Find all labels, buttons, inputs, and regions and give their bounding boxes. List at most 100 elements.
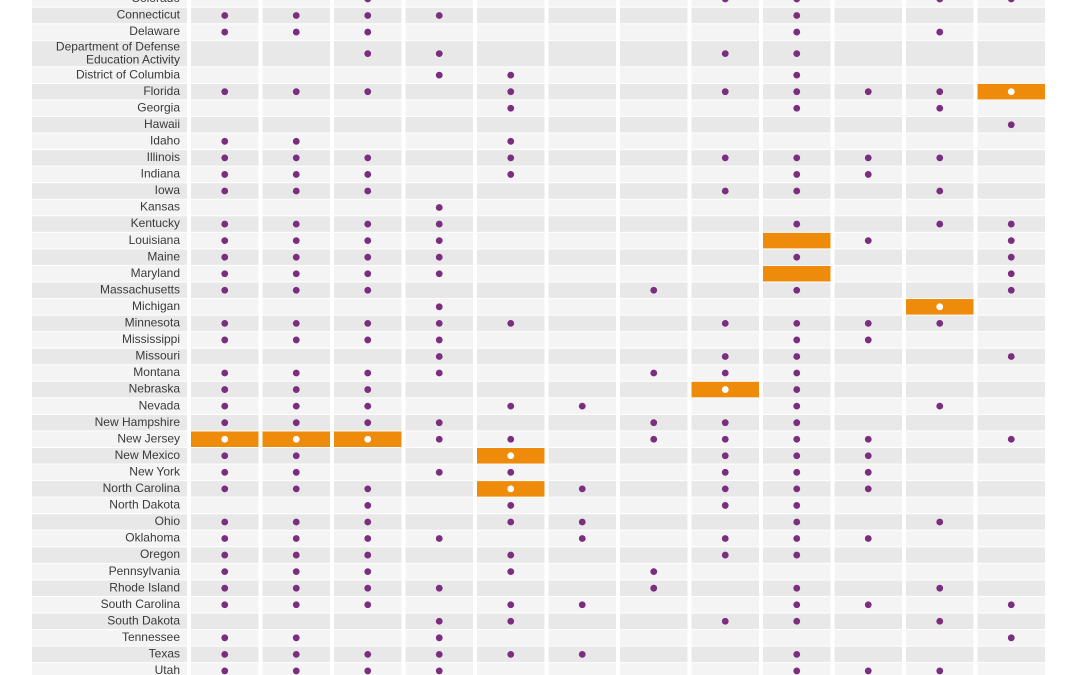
- cell: [334, 199, 402, 216]
- dot: [793, 502, 801, 509]
- dot: [721, 319, 729, 327]
- cell: [620, 646, 688, 663]
- dot: [793, 369, 801, 377]
- dot: [507, 452, 515, 460]
- cell: [548, 0, 616, 7]
- dot: [578, 650, 586, 658]
- dot: [435, 319, 443, 327]
- cell: [405, 117, 473, 133]
- row-label-cell: [32, 514, 187, 530]
- cell: [262, 100, 330, 116]
- cell: [477, 265, 545, 282]
- row-label: Colorado: [131, 0, 180, 5]
- cell: [977, 481, 1045, 497]
- dot: [435, 435, 443, 443]
- dot: [936, 518, 944, 526]
- cell: [334, 630, 402, 646]
- dot: [864, 237, 872, 245]
- dot: [292, 402, 300, 410]
- cell: [763, 133, 831, 150]
- cell: [834, 630, 902, 646]
- dot: [793, 71, 801, 79]
- dot: [435, 617, 443, 625]
- dot: [292, 667, 300, 675]
- row-label-cell: [32, 464, 187, 481]
- cell: [620, 133, 688, 150]
- dot: [221, 601, 229, 609]
- dot: [292, 270, 300, 278]
- dot: [292, 154, 300, 162]
- dot: [793, 286, 801, 294]
- dot: [507, 468, 515, 476]
- dot: [507, 518, 515, 526]
- dot: [936, 88, 944, 96]
- cell: [763, 630, 831, 646]
- dot: [435, 468, 443, 476]
- row-label-cell: [32, 613, 187, 630]
- cell: [620, 348, 688, 365]
- cell: [405, 547, 473, 563]
- cell: [620, 481, 688, 497]
- dot: [221, 187, 229, 195]
- dot: [650, 419, 658, 427]
- row-label-cell: [32, 663, 187, 675]
- cell: [620, 464, 688, 481]
- cell: [620, 83, 688, 100]
- dot: [793, 104, 801, 112]
- dot: [793, 435, 801, 443]
- dot: [292, 419, 300, 427]
- dot: [793, 187, 801, 195]
- dot: [936, 303, 944, 311]
- cell: [191, 299, 259, 315]
- dot: [435, 667, 443, 675]
- dot: [721, 419, 729, 427]
- row-label-cell: [32, 83, 187, 100]
- cell: [405, 150, 473, 166]
- dot: [721, 50, 729, 57]
- cell: [548, 613, 616, 630]
- row-label-cell: [32, 232, 187, 249]
- cell: [620, 216, 688, 232]
- cell: [834, 514, 902, 530]
- cell: [977, 580, 1045, 596]
- cell: [620, 199, 688, 216]
- dot: [292, 237, 300, 245]
- row-label-cell: [32, 282, 187, 299]
- cell: [620, 547, 688, 563]
- dot: [364, 502, 372, 509]
- row-label: South Carolina: [101, 597, 181, 611]
- cell: [977, 547, 1045, 563]
- dot: [221, 386, 229, 393]
- dot: [507, 601, 515, 609]
- cell: [834, 183, 902, 199]
- dot: [793, 584, 801, 592]
- dot: [721, 154, 729, 162]
- cell: [834, 133, 902, 150]
- dot: [364, 171, 372, 178]
- cell: [977, 150, 1045, 166]
- dot: [435, 12, 443, 19]
- dot: [864, 535, 872, 542]
- cell: [906, 481, 974, 497]
- dot: [221, 171, 229, 178]
- dot: [936, 28, 944, 36]
- cell: [834, 381, 902, 398]
- cell: [977, 448, 1045, 464]
- cell: [548, 282, 616, 299]
- dot: [435, 634, 443, 642]
- dot: [507, 551, 515, 559]
- dot: [1007, 634, 1015, 642]
- cell: [691, 299, 759, 315]
- dot: [292, 601, 300, 609]
- cell: [834, 265, 902, 282]
- dot: [221, 634, 229, 642]
- row-label-cell: [32, 117, 187, 133]
- cell: [548, 448, 616, 464]
- cell: [405, 133, 473, 150]
- cell: [977, 199, 1045, 216]
- cell: [548, 381, 616, 398]
- highlight-cell: [763, 232, 831, 249]
- cell: [906, 7, 974, 24]
- dot: [864, 667, 872, 675]
- dot: [364, 435, 372, 443]
